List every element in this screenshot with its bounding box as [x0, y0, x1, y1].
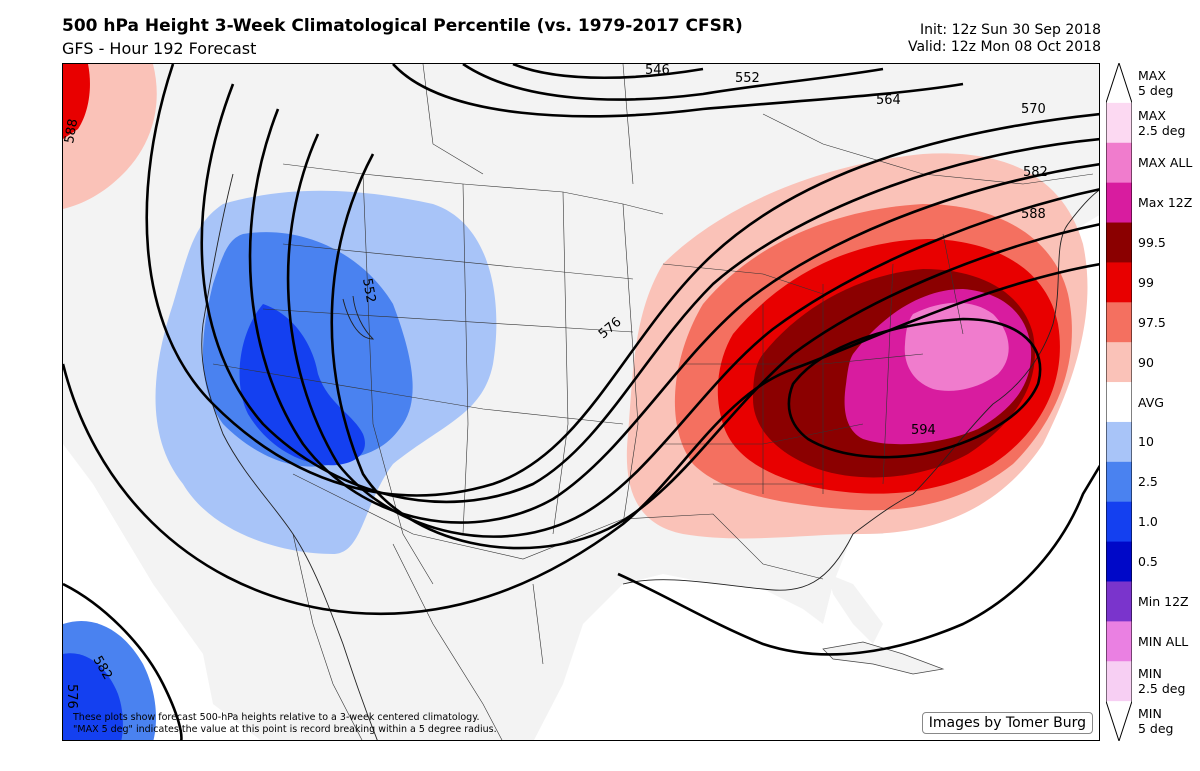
colorbar-bin	[1106, 541, 1132, 582]
anomaly-blue-sw-inner	[63, 653, 123, 740]
colorbar-bin	[1106, 182, 1132, 224]
contour-label: 588	[1021, 207, 1046, 222]
contour-label: 582	[1023, 165, 1048, 180]
colorbar-label: MIN 2.5 deg	[1138, 666, 1186, 697]
colorbar-bin	[1106, 63, 1132, 103]
boundaries	[212, 64, 1094, 740]
colorbar-label: 97.5	[1138, 314, 1166, 330]
valid-time: Valid: 12z Mon 08 Oct 2018	[907, 39, 1101, 55]
footnote-line2: "MAX 5 deg" indicates the value at this …	[73, 724, 497, 735]
colorbar	[1106, 63, 1132, 741]
contour-label: 552	[359, 277, 378, 304]
colorbar-bin	[1106, 262, 1132, 303]
footnote-line1: These plots show forecast 500-hPa height…	[73, 712, 480, 723]
colorbar-bin	[1106, 621, 1132, 662]
colorbar-bin	[1106, 501, 1132, 543]
contour-label: 552	[735, 71, 760, 86]
colorbar-label: 99	[1138, 274, 1154, 290]
chart-title: 500 hPa Height 3-Week Climatological Per…	[62, 16, 743, 36]
colorbar-label: 10	[1138, 434, 1154, 450]
colorbar-label: MAX 5 deg	[1138, 67, 1174, 98]
colorbar-bin	[1106, 142, 1132, 184]
colorbar-bin	[1106, 581, 1132, 622]
colorbar-label: MAX ALL	[1138, 155, 1193, 171]
colorbar-label: Max 12Z	[1138, 195, 1193, 211]
chart-subtitle: GFS - Hour 192 Forecast	[62, 39, 257, 58]
colorbar-label: 99.5	[1138, 234, 1166, 250]
height-contours	[63, 64, 1099, 740]
contour-label: 588	[63, 118, 81, 145]
contour-label: 576	[64, 684, 79, 709]
colorbar-bin	[1106, 701, 1132, 741]
init-time: Init: 12z Sun 30 Sep 2018	[920, 22, 1101, 38]
colorbar-label: 90	[1138, 354, 1154, 370]
colorbar-label: MIN ALL	[1138, 633, 1189, 649]
colorbar-bin	[1106, 382, 1132, 423]
land-florida	[828, 574, 883, 644]
contour-label: 570	[1021, 102, 1046, 117]
map-panel: 546 552 570 564 582 588 594 552 576 582 …	[62, 63, 1100, 741]
colorbar-bin	[1106, 302, 1132, 343]
colorbar-label: MIN 5 deg	[1138, 706, 1174, 737]
colorbar-label: MAX 2.5 deg	[1138, 107, 1186, 138]
colorbar-label: AVG	[1138, 394, 1164, 410]
contour-label: 594	[911, 423, 936, 438]
credit-box: Images by Tomer Burg	[921, 712, 1093, 734]
colorbar-bin	[1106, 661, 1132, 702]
contour-labels: 546 552 570 564 582 588 594 552 576 582 …	[63, 64, 1048, 709]
anomaly-maxall	[904, 302, 1009, 391]
colorbar-label: 2.5	[1138, 474, 1158, 490]
colorbar-label: 0.5	[1138, 554, 1158, 570]
map-graphic: 546 552 570 564 582 588 594 552 576 582 …	[63, 64, 1099, 740]
land-cuba	[822, 641, 945, 675]
colorbar-bin	[1106, 461, 1132, 503]
colorbar-bin	[1106, 421, 1132, 463]
contour-label: 564	[876, 93, 901, 108]
coastlines	[201, 173, 1099, 740]
colorbar-bin	[1106, 342, 1132, 383]
contour-label: 546	[645, 64, 670, 78]
colorbar-bin	[1106, 222, 1132, 263]
colorbar-label: Min 12Z	[1138, 593, 1189, 609]
colorbar-bin	[1106, 102, 1132, 144]
colorbar-label: 1.0	[1138, 514, 1158, 530]
anomaly-red-nw-inner	[63, 64, 90, 139]
